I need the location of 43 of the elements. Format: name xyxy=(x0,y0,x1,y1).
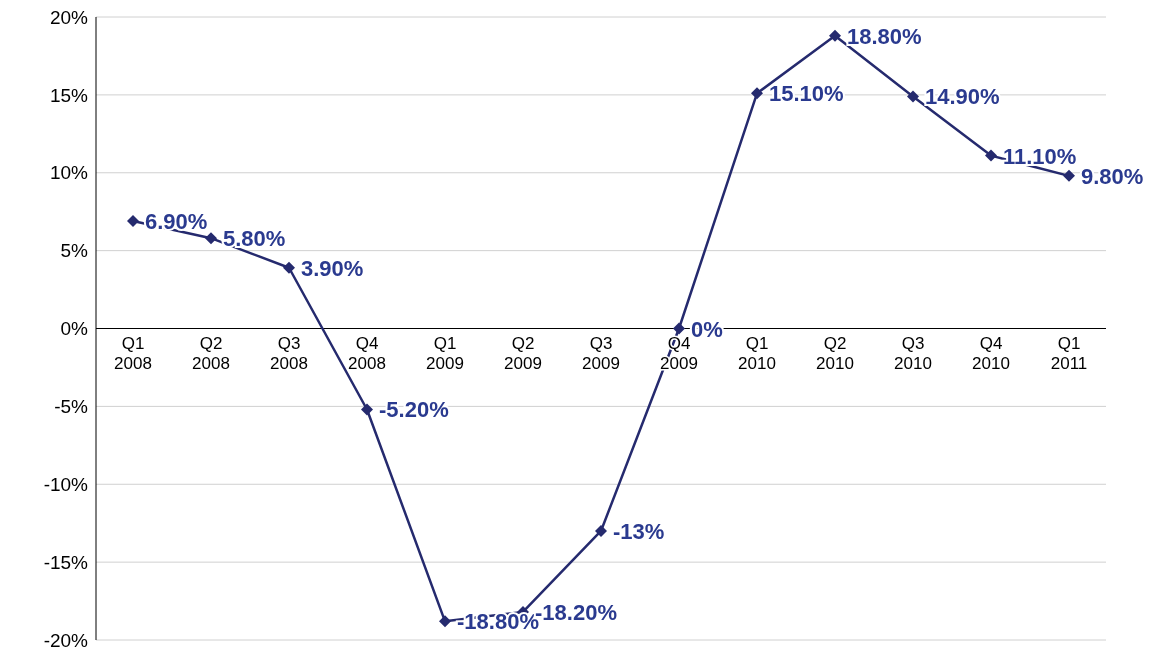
x-tick-label: Q3 2010 xyxy=(894,333,932,373)
point xyxy=(361,403,373,416)
x-tick-label: Q1 2011 xyxy=(1050,333,1088,373)
y-tick-label: 0% xyxy=(60,318,89,340)
data-label: 18.80% xyxy=(847,23,922,49)
data-label: 14.90% xyxy=(925,84,1000,110)
point xyxy=(751,87,763,100)
point xyxy=(1063,169,1075,182)
x-tick-label: Q1 2008 xyxy=(114,333,152,373)
point xyxy=(127,215,139,228)
y-tick-label: 15% xyxy=(49,84,89,106)
x-tick-label: Q2 2010 xyxy=(816,333,854,373)
point xyxy=(595,524,607,537)
point xyxy=(673,322,685,335)
point xyxy=(283,261,295,274)
y-tick-label: -15% xyxy=(43,551,89,573)
point xyxy=(907,90,919,103)
data-label: 3.90% xyxy=(301,255,364,281)
x-tick-label: Q3 2009 xyxy=(582,333,620,373)
y-tick-label: 5% xyxy=(60,240,89,262)
point xyxy=(985,149,997,162)
data-label: 9.80% xyxy=(1081,163,1144,189)
y-tick-label: -10% xyxy=(43,473,89,495)
point xyxy=(439,615,451,628)
data-label: -5.20% xyxy=(379,397,449,423)
y-tick-label: 10% xyxy=(49,162,89,184)
point xyxy=(829,29,841,42)
data-label: 11.10% xyxy=(1003,143,1077,169)
x-tick-label: Q4 2010 xyxy=(972,333,1010,373)
x-tick-label: Q2 2009 xyxy=(504,333,542,373)
y-tick-label: -20% xyxy=(43,629,89,649)
y-tick-label: -5% xyxy=(54,396,89,418)
x-tick-label: Q1 2010 xyxy=(738,333,776,373)
x-tick-label: Q1 2009 xyxy=(426,333,464,373)
x-tick-label: Q4 2008 xyxy=(348,333,386,373)
y-tick-label: 20% xyxy=(49,6,89,28)
data-label: 15.10% xyxy=(769,81,844,107)
data-label: -13% xyxy=(613,518,665,544)
data-label: 5.80% xyxy=(223,226,286,252)
x-tick-label: Q2 2008 xyxy=(192,333,230,373)
x-tick-label: Q3 2008 xyxy=(270,333,308,373)
data-label: 6.90% xyxy=(145,209,208,235)
point xyxy=(205,232,217,245)
